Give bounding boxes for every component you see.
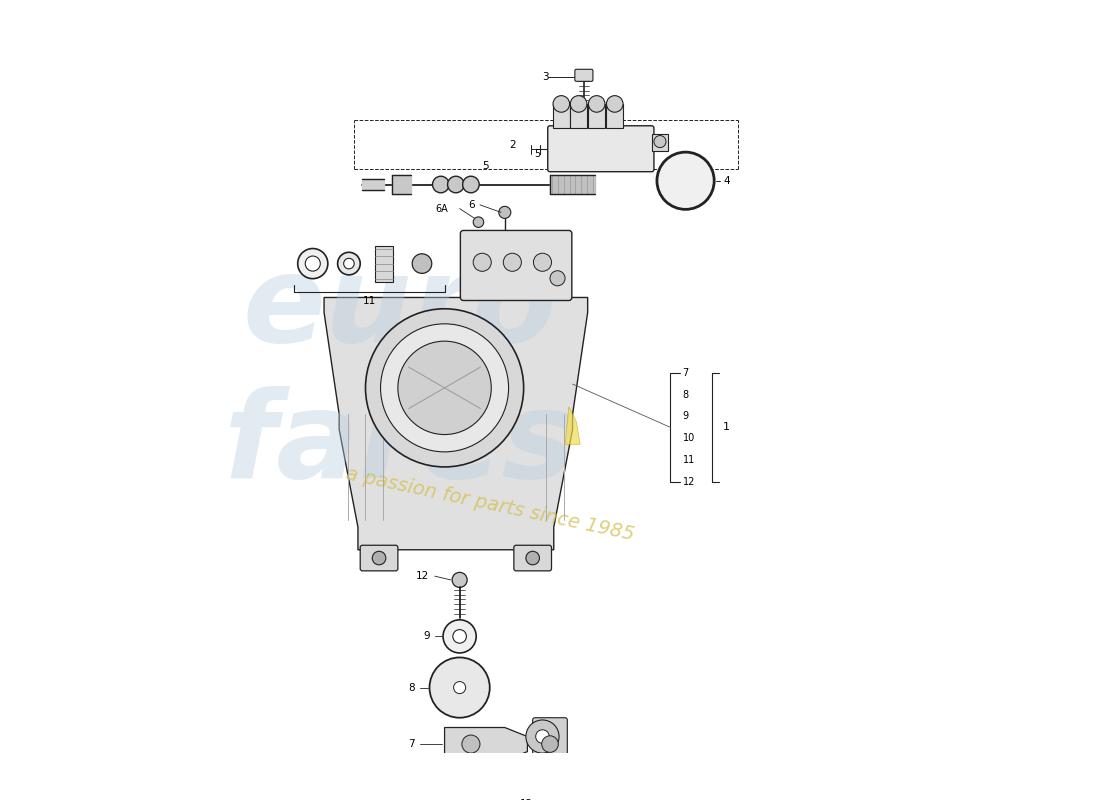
Text: euro
fares: euro fares	[223, 250, 575, 502]
Polygon shape	[324, 298, 587, 550]
Circle shape	[526, 551, 539, 565]
Text: 5: 5	[535, 149, 540, 158]
Polygon shape	[550, 174, 595, 194]
Polygon shape	[392, 175, 410, 194]
Text: a passion for parts since 1985: a passion for parts since 1985	[343, 465, 636, 545]
Text: 7: 7	[408, 739, 415, 749]
Circle shape	[653, 135, 666, 148]
Circle shape	[338, 252, 360, 275]
Circle shape	[453, 682, 465, 694]
Text: 9: 9	[682, 411, 689, 422]
Text: 12: 12	[682, 477, 695, 487]
Circle shape	[381, 324, 508, 452]
Text: 1: 1	[723, 422, 730, 432]
Circle shape	[473, 254, 492, 271]
Circle shape	[534, 254, 551, 271]
FancyBboxPatch shape	[575, 70, 593, 82]
Circle shape	[398, 341, 492, 434]
Text: 5: 5	[483, 161, 490, 170]
Bar	[375, 246, 394, 282]
Circle shape	[453, 630, 466, 643]
Text: 11: 11	[363, 296, 376, 306]
Bar	[588, 104, 605, 128]
Circle shape	[463, 176, 480, 193]
Text: 10: 10	[682, 434, 695, 443]
Text: 7: 7	[682, 368, 689, 378]
Circle shape	[657, 152, 714, 210]
FancyBboxPatch shape	[548, 126, 653, 172]
Circle shape	[541, 736, 559, 752]
Circle shape	[432, 176, 449, 193]
Circle shape	[550, 270, 565, 286]
Text: 8: 8	[408, 682, 415, 693]
Text: 12: 12	[416, 571, 429, 581]
Text: 9: 9	[422, 631, 429, 642]
Circle shape	[536, 730, 549, 743]
Circle shape	[365, 309, 524, 467]
Circle shape	[504, 254, 521, 271]
Bar	[651, 134, 668, 150]
Circle shape	[372, 551, 386, 565]
FancyBboxPatch shape	[532, 718, 568, 770]
Text: 3: 3	[542, 72, 549, 82]
Circle shape	[412, 254, 432, 274]
Circle shape	[588, 96, 605, 112]
Text: 6: 6	[469, 200, 475, 210]
Bar	[553, 104, 570, 128]
Circle shape	[343, 258, 354, 269]
FancyBboxPatch shape	[455, 776, 478, 794]
Circle shape	[443, 620, 476, 653]
Text: 2: 2	[509, 139, 516, 150]
Circle shape	[462, 735, 480, 753]
Circle shape	[553, 96, 570, 112]
Circle shape	[498, 206, 510, 218]
Circle shape	[473, 217, 484, 227]
FancyBboxPatch shape	[360, 546, 398, 571]
Text: 4: 4	[723, 176, 729, 186]
Bar	[570, 104, 587, 128]
Circle shape	[570, 96, 587, 112]
Circle shape	[452, 572, 468, 587]
FancyBboxPatch shape	[455, 790, 478, 800]
Circle shape	[305, 256, 320, 271]
Polygon shape	[362, 179, 384, 190]
Circle shape	[298, 249, 328, 278]
Circle shape	[606, 96, 623, 112]
Text: 11: 11	[682, 455, 695, 465]
Text: 6A: 6A	[436, 204, 449, 214]
Circle shape	[429, 658, 490, 718]
FancyBboxPatch shape	[514, 546, 551, 571]
Circle shape	[526, 720, 559, 753]
Text: 8: 8	[682, 390, 689, 400]
Polygon shape	[444, 727, 527, 761]
Circle shape	[448, 176, 464, 193]
Polygon shape	[565, 406, 580, 444]
Bar	[606, 104, 623, 128]
FancyBboxPatch shape	[461, 230, 572, 301]
